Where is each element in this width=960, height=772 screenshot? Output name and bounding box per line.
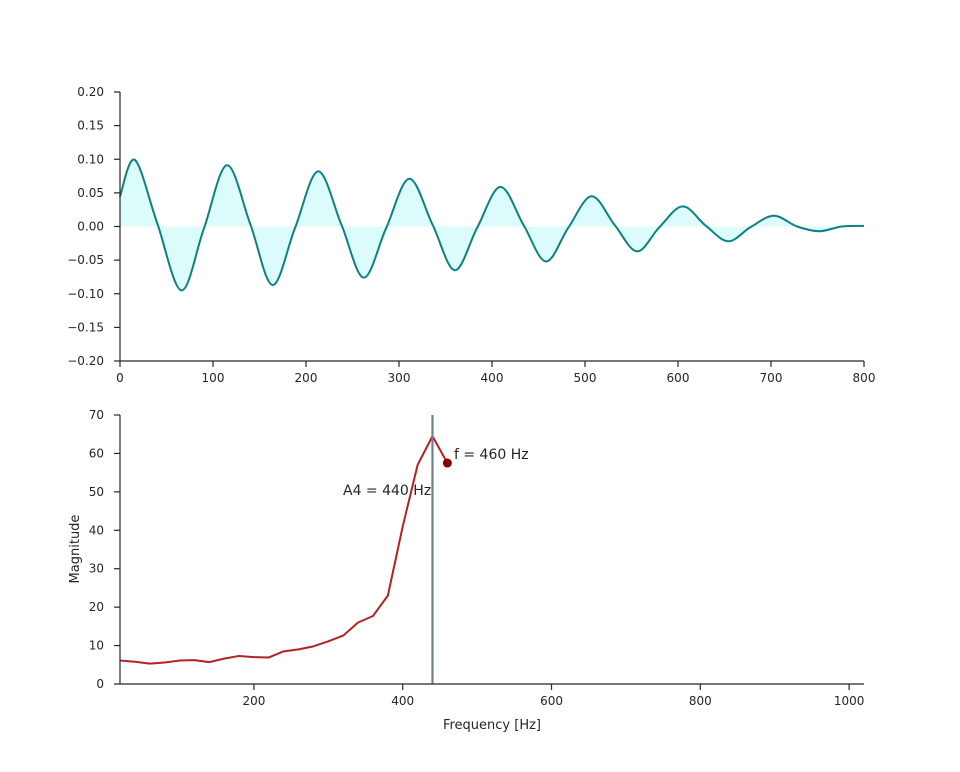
- waveform-line-layer: [119, 158, 865, 292]
- waveform-x-tick-label: 300: [388, 371, 411, 385]
- waveform-y-tick-label: 0.05: [77, 186, 104, 200]
- waveform-x-tick-label: 600: [667, 371, 690, 385]
- spectrum-line: [119, 435, 449, 665]
- waveform-line: [119, 158, 865, 292]
- spectrum-x-tick-label: 400: [391, 694, 414, 708]
- waveform-y-tick-label: 0.20: [77, 85, 104, 99]
- waveform-plot: 0 100 200 300 400 500 600 700 800 −0.20 −0.15 −0.10…: [67, 85, 875, 385]
- waveform-y-tick-label: −0.20: [67, 354, 104, 368]
- a4-vline-label: A4 = 440 Hz: [343, 483, 431, 499]
- spectrum-y-tick-label: 60: [89, 446, 104, 460]
- waveform-y-tick-label: −0.05: [67, 253, 104, 267]
- waveform-y-tick-label: 0.10: [77, 152, 104, 166]
- waveform-axes: 0 100 200 300 400 500 600 700 800 −0.20 −0.15 −0.10…: [67, 85, 875, 385]
- spectrum-y-tick-label: 10: [89, 639, 104, 653]
- spectrum-y-tick-label: 50: [89, 485, 104, 499]
- spectrum-axes: 200 400 600 800 1000 0 10 20 30 40 50 60 70: [89, 408, 865, 708]
- waveform-x-tick-label: 0: [116, 371, 124, 385]
- waveform-y-tick-label: 0.15: [77, 119, 104, 133]
- spectrum-x-tick-label: 200: [242, 694, 265, 708]
- spectrum-y-tick-label: 40: [89, 523, 104, 537]
- waveform-x-tick-label: 500: [574, 371, 597, 385]
- waveform-x-tick-label: 100: [202, 371, 225, 385]
- waveform-y-tick-label: −0.15: [67, 320, 104, 334]
- spectrum-x-tick-label: 600: [540, 694, 563, 708]
- waveform-x-tick-label: 400: [481, 371, 504, 385]
- waveform-fill-area: [120, 159, 864, 291]
- spectrum-x-axis-label: Frequency [Hz]: [443, 718, 541, 733]
- waveform-fill-layer: [120, 159, 864, 291]
- spectrum-y-tick-label: 70: [89, 408, 104, 422]
- spectrum-x-tick-label: 1000: [834, 694, 865, 708]
- peak-marker-label: f = 460 Hz: [454, 447, 529, 463]
- waveform-x-tick-label: 700: [760, 371, 783, 385]
- waveform-x-tick-label: 800: [853, 371, 876, 385]
- spectrum-plot: 200 400 600 800 1000 0 10 20 30 40 50 60 70 A4 = 440…: [68, 408, 864, 733]
- waveform-y-tick-label: −0.10: [67, 287, 104, 301]
- spectrum-y-axis-label: Magnitude: [68, 515, 83, 584]
- spectrum-annotations: A4 = 440 Hz f = 460 Hz: [343, 447, 529, 499]
- peak-marker: [442, 458, 452, 468]
- spectrum-x-tick-label: 800: [689, 694, 712, 708]
- waveform-x-tick-label: 200: [295, 371, 318, 385]
- spectrum-y-tick-label: 0: [96, 677, 104, 691]
- waveform-y-tick-label: 0.00: [77, 220, 104, 234]
- spectrum-line-layer: [119, 415, 452, 684]
- spectrum-y-tick-label: 30: [89, 562, 104, 576]
- spectrum-y-tick-label: 20: [89, 600, 104, 614]
